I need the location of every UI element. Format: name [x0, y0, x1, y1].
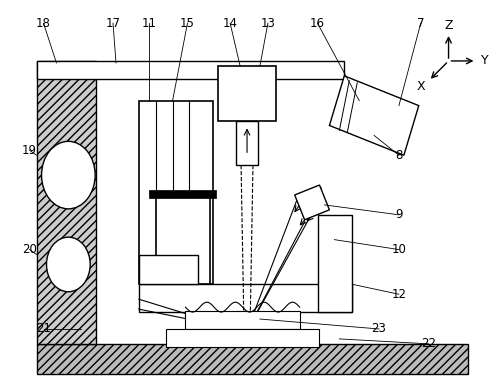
Text: 7: 7	[416, 17, 424, 30]
Text: 12: 12	[391, 288, 406, 301]
Text: 10: 10	[391, 243, 405, 256]
Bar	[139, 101, 213, 284]
Polygon shape	[329, 76, 418, 155]
Text: Z: Z	[443, 19, 452, 32]
Bar	[235, 120, 258, 165]
Bar	[37, 61, 344, 79]
Bar	[155, 195, 210, 284]
Bar	[218, 66, 275, 120]
Text: 9: 9	[394, 208, 402, 221]
Text: 8: 8	[394, 149, 402, 162]
Text: 11: 11	[141, 17, 156, 30]
Bar	[37, 61, 96, 344]
Text: Y: Y	[479, 54, 487, 68]
Text: 19: 19	[22, 144, 37, 157]
Ellipse shape	[42, 141, 95, 209]
Bar	[165, 329, 319, 347]
Text: 23: 23	[371, 323, 386, 336]
Text: 20: 20	[22, 243, 37, 256]
Text: 18: 18	[36, 17, 51, 30]
Text: 14: 14	[222, 17, 237, 30]
Text: 15: 15	[180, 17, 194, 30]
Bar	[148, 190, 216, 198]
Bar	[317, 215, 352, 312]
Text: X: X	[416, 80, 424, 93]
Text: 21: 21	[36, 323, 51, 336]
Text: 22: 22	[420, 337, 435, 350]
Ellipse shape	[47, 237, 90, 292]
Bar	[139, 255, 198, 284]
Polygon shape	[294, 185, 329, 220]
Text: 13: 13	[260, 17, 275, 30]
Text: 17: 17	[105, 17, 120, 30]
Bar	[185, 311, 299, 329]
Bar	[139, 284, 352, 312]
Text: 16: 16	[310, 17, 324, 30]
Bar	[37, 344, 467, 374]
